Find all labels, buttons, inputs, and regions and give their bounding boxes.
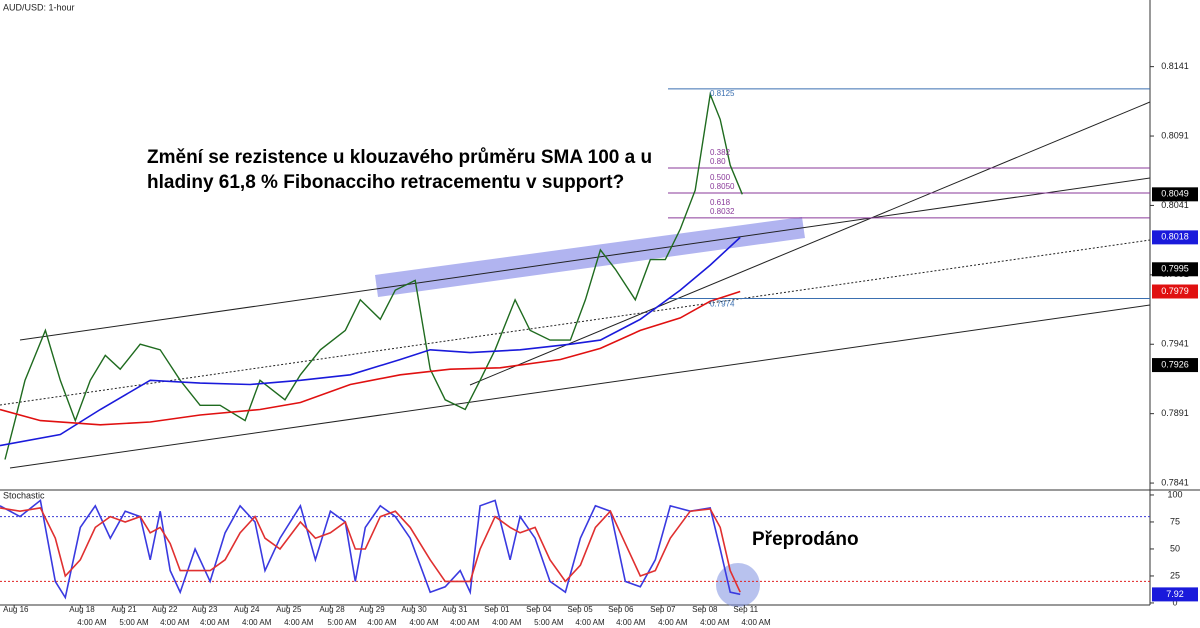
- fib-ratio: 0.500: [710, 173, 731, 182]
- annotation: Přeprodáno: [752, 529, 859, 550]
- x-tick-label: Aug 21: [111, 605, 137, 614]
- series-line: [0, 290, 741, 426]
- series-line: [4, 91, 743, 460]
- x-tick-label: Aug 24: [234, 605, 260, 614]
- x-tick-label: Aug 18: [69, 605, 95, 614]
- price-badge-label: 0.7995: [1161, 264, 1189, 274]
- price-badge-label: 7.92: [1166, 589, 1184, 599]
- fib-price: 0.8125: [710, 89, 735, 98]
- trendline: [469, 101, 1150, 386]
- x-tick-time: 5:00 AM: [534, 618, 564, 627]
- price-badge: [1152, 187, 1198, 202]
- panel-title: Stochastic: [3, 490, 45, 500]
- x-tick-time: 4:00 AM: [409, 618, 439, 627]
- x-tick-time: 4:00 AM: [284, 618, 314, 627]
- annotation: Změní se rezistence u klouzavého průměru…: [147, 147, 652, 168]
- annotation: hladiny 61,8 % Fibonacciho retracementu …: [147, 172, 624, 193]
- x-tick-label: Aug 16: [3, 605, 29, 614]
- x-tick-label: Aug 23: [192, 605, 218, 614]
- trendline: [0, 239, 1150, 406]
- price-badge: [1152, 358, 1198, 373]
- price-badge: [1152, 587, 1198, 602]
- series-line: [0, 498, 741, 600]
- oversold-marker: [716, 563, 760, 607]
- x-tick-label: Sep 11: [733, 605, 758, 614]
- x-tick-time: 5:00 AM: [327, 618, 357, 627]
- fib-ratio: 0.618: [710, 198, 731, 207]
- x-tick-time: 4:00 AM: [575, 618, 605, 627]
- x-tick-label: Sep 06: [608, 605, 634, 614]
- y-tick-label: 0.8041: [1161, 200, 1189, 210]
- fib-ratio: 0.382: [710, 148, 731, 157]
- drawings: [0, 101, 1150, 469]
- x-tick-label: Sep 05: [567, 605, 593, 614]
- plot: [0, 498, 1150, 600]
- x-tick-time: 4:00 AM: [242, 618, 272, 627]
- x-tick-time: 4:00 AM: [741, 618, 771, 627]
- y-tick-label: 50: [1170, 543, 1180, 553]
- x-tick-label: Aug 25: [276, 605, 302, 614]
- y-tick-label: 0: [1172, 597, 1177, 607]
- y-tick-label: 0.8141: [1161, 61, 1189, 71]
- series-line: [0, 236, 741, 447]
- x-tick-label: Aug 29: [359, 605, 385, 614]
- x-tick-label: Sep 01: [484, 605, 510, 614]
- price-badge-label: 0.7979: [1161, 286, 1189, 296]
- chart-title: AUD/USD: 1-hour: [3, 2, 75, 12]
- resistance-zone: [375, 217, 805, 297]
- x-tick-label: Aug 22: [152, 605, 178, 614]
- y-tick-label: 0.7891: [1161, 408, 1189, 418]
- x-tick-label: Aug 28: [319, 605, 345, 614]
- price-badge-label: 0.7926: [1161, 359, 1189, 369]
- x-tick-label: Sep 07: [650, 605, 676, 614]
- price-badge: [1152, 262, 1198, 277]
- price-badge: [1152, 230, 1198, 245]
- plot: [0, 88, 1150, 460]
- x-tick-time: 4:00 AM: [77, 618, 107, 627]
- x-tick-time: 4:00 AM: [367, 618, 397, 627]
- x-tick-label: Aug 30: [401, 605, 427, 614]
- x-tick-label: Sep 04: [526, 605, 552, 614]
- x-tick-time: 4:00 AM: [700, 618, 730, 627]
- fib-price: 0.7974: [710, 300, 735, 309]
- y-tick-label: 25: [1170, 570, 1180, 580]
- x-tick-time: 4:00 AM: [450, 618, 480, 627]
- x-tick-time: 4:00 AM: [616, 618, 646, 627]
- trendline: [9, 304, 1150, 469]
- y-tick-label: 0.7941: [1161, 339, 1189, 349]
- fib-price: 0.8050: [710, 182, 735, 191]
- y-tick-label: 75: [1170, 516, 1180, 526]
- fib-price: 0.8032: [710, 207, 735, 216]
- x-tick-time: 4:00 AM: [658, 618, 688, 627]
- trendline: [19, 177, 1150, 341]
- price-badge-label: 0.8018: [1161, 232, 1189, 242]
- y-tick-label: 100: [1167, 489, 1182, 499]
- price-badge-label: 0.8049: [1161, 189, 1189, 199]
- x-tick-label: Sep 08: [692, 605, 718, 614]
- x-tick-time: 4:00 AM: [160, 618, 190, 627]
- y-tick-label: 0.7841: [1161, 477, 1189, 487]
- series-line: [0, 507, 741, 593]
- x-tick-time: 5:00 AM: [119, 618, 149, 627]
- y-tick-label: 0.8091: [1161, 130, 1189, 140]
- fib-price: 0.80: [710, 157, 726, 166]
- x-tick-time: 4:00 AM: [492, 618, 522, 627]
- price-badge: [1152, 284, 1198, 299]
- x-tick-time: 4:00 AM: [200, 618, 230, 627]
- x-tick-label: Aug 31: [442, 605, 468, 614]
